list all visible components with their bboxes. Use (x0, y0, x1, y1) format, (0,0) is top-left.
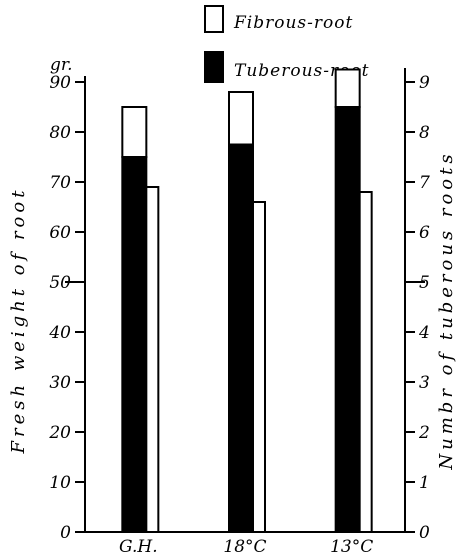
y2-tick-label: 4 (418, 323, 430, 343)
x-tick-label: 18°C (223, 537, 266, 556)
y-tick-label: 20 (48, 423, 71, 443)
bar-tuber-count (358, 191, 373, 533)
x-tick-label: 13°C (330, 537, 373, 556)
y-tick-label: 50 (49, 273, 71, 293)
y2-tick-label: 3 (419, 373, 430, 393)
y-tick-label: 70 (49, 173, 71, 193)
y-tick-label: 80 (49, 123, 71, 143)
y2-tick-label: 1 (419, 473, 430, 493)
y2-tick-label: 0 (419, 523, 430, 543)
y-axis-title: Fresh weight of root (8, 187, 29, 455)
bar-tuberous-root (334, 106, 361, 533)
bars (121, 68, 373, 533)
x-tick-label: G.H. (119, 537, 158, 556)
y2-tick-label: 2 (418, 423, 430, 443)
y-tick-label: 60 (49, 223, 71, 243)
y-tick-label: 0 (60, 523, 71, 543)
y-tick-label: 10 (49, 473, 71, 493)
legend-swatch-fibrous-root (204, 5, 224, 33)
axis-ticks: 01020304050607080900123456789 (48, 73, 430, 543)
y-tick-label: 30 (49, 373, 71, 393)
bar-fibrous-root (121, 106, 148, 158)
legend-label-fibrous-root: Fibrous-root (233, 13, 353, 33)
bar-tuberous-root (228, 143, 254, 533)
y2-axis-title: Numbr of tuberous roots (436, 150, 457, 470)
y2-tick-label: 6 (419, 223, 430, 243)
legend-swatch-tuberous-root (204, 51, 224, 83)
bar-tuber-count (252, 201, 266, 533)
bar-fibrous-root (334, 68, 361, 108)
bar-fibrous-root (228, 91, 254, 146)
y-tick-label: 90 (49, 73, 71, 93)
y2-tick-label: 9 (419, 73, 430, 93)
y2-tick-label: 7 (419, 173, 430, 193)
y2-tick-label: 8 (419, 123, 430, 143)
bar-tuberous-root (121, 156, 148, 533)
bar-tuber-count (145, 186, 160, 533)
y-tick-label: 40 (48, 323, 71, 343)
y-unit-label: gr. (50, 55, 73, 75)
category-labels: G.H. 18°C 13°C (119, 537, 373, 556)
